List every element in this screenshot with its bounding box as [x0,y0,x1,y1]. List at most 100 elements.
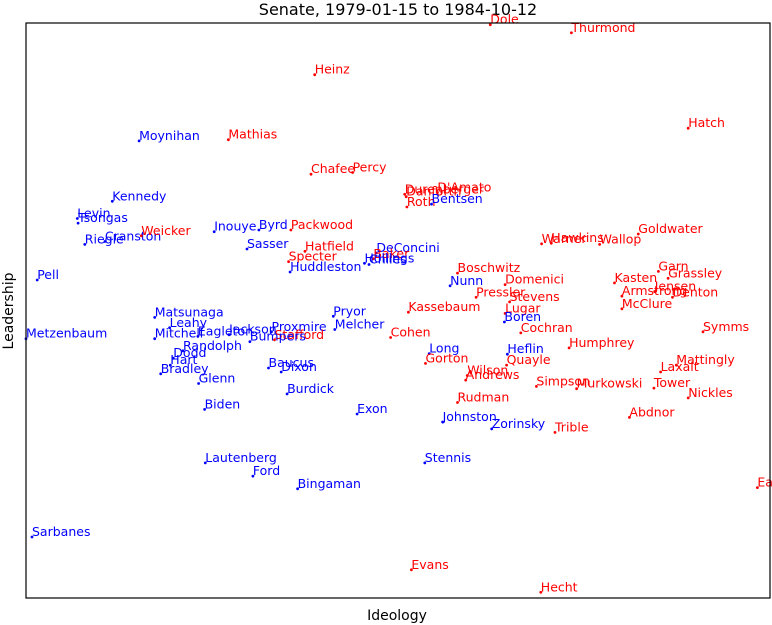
data-point [666,276,670,280]
data-point [448,284,452,288]
point-label: Murkowski [577,376,643,391]
data-point [289,228,293,232]
data-point [203,461,207,465]
data-point [427,352,431,355]
plot-frame [25,22,771,599]
data-point [674,363,678,367]
point-label: Rudman [458,390,510,405]
data-point [153,337,157,341]
data-point [686,126,690,130]
data-point [159,372,163,376]
data-point [404,195,408,199]
point-label: Exon [357,401,387,416]
data-point [355,412,359,416]
data-point [441,420,444,424]
data-point [701,330,705,334]
data-point [506,352,509,356]
data-point [153,316,157,319]
point-label: Huddleston [290,259,361,274]
data-point [363,261,366,265]
point-label: Bumpers [250,329,306,344]
data-point [539,590,543,594]
point-label: Jensen [654,279,696,294]
point-label: Cochran [521,320,573,335]
point-label: Sasser [247,236,289,251]
data-point [456,401,459,404]
point-label: Grassley [668,265,723,280]
data-point [181,349,185,353]
point-label: Percy [353,160,388,175]
data-point [309,172,313,176]
data-point [168,326,172,330]
data-point [613,281,616,285]
data-point [405,205,409,209]
point-label: Burdick [287,381,335,396]
data-point [168,363,172,367]
point-label: Chiles [369,252,407,267]
point-label: Danforth [406,184,461,199]
data-point [423,461,427,465]
point-label: Pressler [476,284,526,299]
point-label: Mattingly [676,352,735,367]
data-point [620,294,624,298]
data-point [83,243,87,246]
data-point [503,320,506,324]
data-point [505,363,508,367]
data-point [488,23,492,27]
point-label: Roth [407,194,436,209]
data-point [110,199,114,203]
point-label: Leahy [170,315,208,330]
data-point [598,243,601,246]
chart-title: Senate, 1979-01-15 to 1984-10-12 [259,0,537,19]
data-point [75,217,79,220]
data-point [76,221,80,225]
data-point [171,356,175,360]
point-label: Mitchell [155,326,204,341]
data-point [197,382,201,385]
point-label: Dixon [281,359,317,374]
data-point [257,228,261,232]
point-label: Hatfield [305,238,354,253]
point-label: Specter [289,249,338,264]
data-point [628,416,631,419]
point-label: Tsongas [77,210,128,225]
point-label: Zorinsky [492,416,546,431]
point-label: D'Amato [437,180,491,195]
point-label: Nickles [688,385,733,400]
data-point [430,202,433,206]
point-label: Quayle [507,352,551,367]
point-label: Baker [373,246,410,261]
data-point [474,295,478,299]
point-label: Hecht [541,579,578,594]
point-label: Chafee [311,161,355,176]
point-label: McClure [622,296,673,311]
point-label: Tower [653,375,691,390]
data-point [273,338,276,342]
point-label: Matsunaga [155,304,224,319]
point-label: Stafford [275,327,325,342]
point-label: Hatch [688,115,725,130]
point-label: Trible [554,419,589,434]
point-label: Humphrey [569,335,635,350]
data-point [436,191,439,195]
point-label: Garn [658,258,688,273]
data-point [652,386,656,390]
data-point [137,139,141,143]
data-point [270,330,273,334]
data-point [424,362,427,365]
data-point [503,283,507,286]
point-label: Heinz [315,62,350,77]
data-point [313,73,317,77]
point-label: Byrd [259,217,288,232]
data-point [671,295,674,299]
point-label: Levin [77,206,110,221]
data-point [570,31,573,35]
point-label: Sarbanes [32,524,90,539]
point-label: Packwood [291,217,353,232]
point-label: Abdnor [629,404,675,419]
point-label: Hollings [365,250,415,265]
data-point [30,535,34,539]
point-label: Long [429,341,459,356]
data-point [407,310,410,314]
point-label: Metzenbaum [26,326,107,341]
